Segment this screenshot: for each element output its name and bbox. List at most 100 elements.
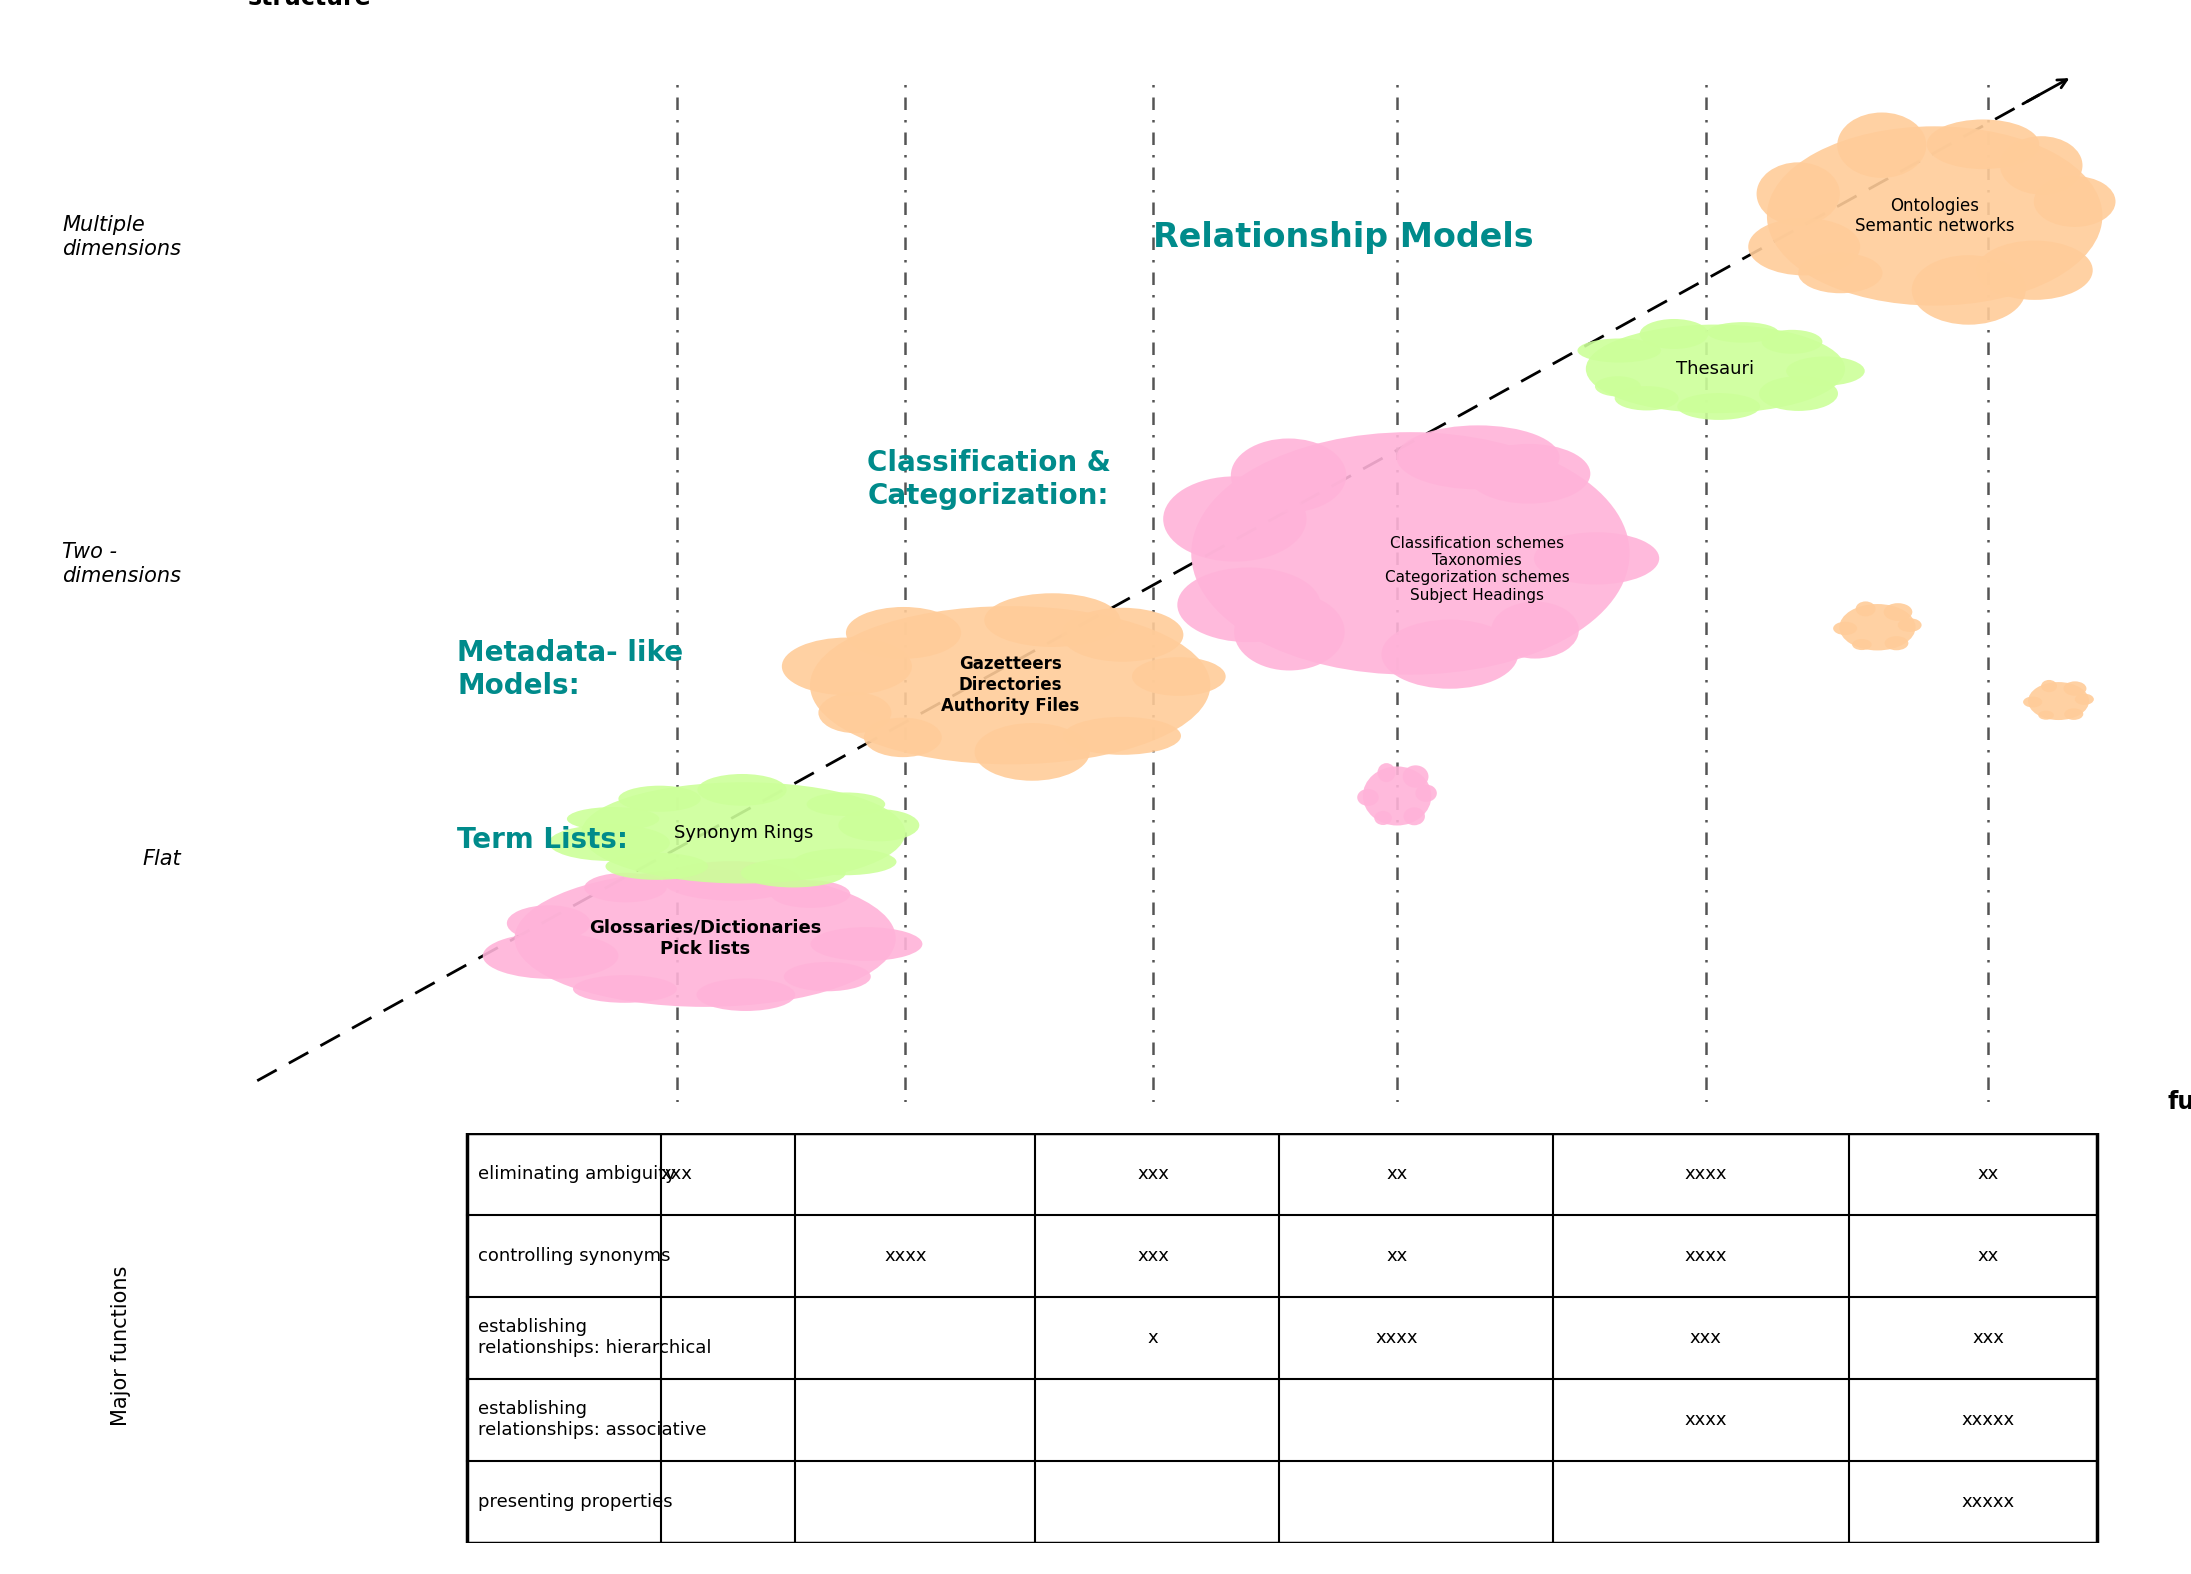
Text: Synonym Rings: Synonym Rings: [673, 823, 813, 842]
Ellipse shape: [581, 782, 905, 883]
Ellipse shape: [1231, 439, 1345, 513]
Ellipse shape: [1404, 807, 1424, 825]
Ellipse shape: [1356, 789, 1378, 806]
Ellipse shape: [2064, 682, 2086, 696]
Ellipse shape: [548, 825, 670, 861]
Ellipse shape: [1383, 620, 1518, 689]
Text: Two -
dimensions: Two - dimensions: [61, 543, 182, 586]
Ellipse shape: [1578, 338, 1661, 362]
Ellipse shape: [574, 976, 677, 1003]
Ellipse shape: [1595, 376, 1641, 397]
Text: xxxx: xxxx: [885, 1247, 927, 1265]
Ellipse shape: [1762, 331, 1823, 354]
Ellipse shape: [975, 722, 1089, 781]
Bar: [467, 1133, 2097, 1543]
Ellipse shape: [1786, 356, 1865, 386]
Ellipse shape: [1840, 604, 1915, 650]
Ellipse shape: [1192, 433, 1630, 675]
Ellipse shape: [1492, 601, 1580, 658]
Ellipse shape: [1639, 320, 1709, 349]
Ellipse shape: [1897, 619, 1922, 631]
Ellipse shape: [984, 593, 1120, 647]
Text: x: x: [1148, 1328, 1159, 1347]
Ellipse shape: [2033, 176, 2117, 227]
Text: Gazetteers
Directories
Authority Files: Gazetteers Directories Authority Files: [942, 655, 1080, 715]
Ellipse shape: [863, 718, 942, 757]
Ellipse shape: [771, 880, 850, 908]
Ellipse shape: [1748, 219, 1860, 275]
Text: establishing
relationships: hierarchical: establishing relationships: hierarchical: [478, 1319, 712, 1357]
Text: xxxx: xxxx: [1376, 1328, 1418, 1347]
Ellipse shape: [1851, 639, 1871, 650]
Text: Ontologies
Semantic networks: Ontologies Semantic networks: [1856, 197, 2014, 236]
Ellipse shape: [1976, 241, 2092, 301]
Ellipse shape: [697, 979, 795, 1011]
Ellipse shape: [1838, 112, 1926, 178]
Text: Metadata- like
Models:: Metadata- like Models:: [458, 639, 684, 699]
Ellipse shape: [506, 905, 592, 941]
Ellipse shape: [819, 693, 892, 733]
Ellipse shape: [697, 774, 787, 806]
Text: establishing
relationships: associative: establishing relationships: associative: [478, 1401, 708, 1439]
Ellipse shape: [1856, 601, 1875, 617]
Ellipse shape: [811, 606, 1209, 765]
Text: xxx: xxx: [1689, 1328, 1722, 1347]
Text: controlling synonyms: controlling synonyms: [478, 1247, 670, 1265]
Text: Term Lists:: Term Lists:: [458, 826, 629, 855]
Ellipse shape: [2075, 694, 2095, 705]
Ellipse shape: [1757, 162, 1840, 225]
Ellipse shape: [2038, 711, 2053, 719]
Ellipse shape: [846, 608, 962, 660]
Ellipse shape: [2000, 137, 2081, 195]
Text: function: function: [2167, 1089, 2191, 1114]
Ellipse shape: [1177, 568, 1321, 642]
Ellipse shape: [618, 785, 701, 812]
Ellipse shape: [1586, 324, 1845, 412]
Ellipse shape: [1834, 622, 1858, 634]
Ellipse shape: [1884, 636, 1908, 650]
Text: xxxx: xxxx: [1685, 1410, 1727, 1429]
Ellipse shape: [515, 870, 896, 1007]
Ellipse shape: [1926, 120, 2040, 168]
Text: eliminating ambiguity: eliminating ambiguity: [478, 1165, 677, 1184]
Ellipse shape: [1678, 394, 1759, 420]
Ellipse shape: [1063, 716, 1181, 756]
Ellipse shape: [2029, 682, 2088, 719]
Ellipse shape: [1707, 323, 1779, 343]
Text: xx: xx: [1387, 1165, 1409, 1184]
Ellipse shape: [1766, 126, 2103, 305]
Text: Multiple
dimensions: Multiple dimensions: [61, 216, 182, 258]
Ellipse shape: [1913, 255, 2027, 324]
Ellipse shape: [806, 792, 885, 815]
Ellipse shape: [1374, 811, 1391, 825]
Text: xx: xx: [1978, 1247, 1998, 1265]
Text: Major functions: Major functions: [110, 1265, 131, 1426]
Ellipse shape: [1363, 767, 1431, 825]
Text: Flat: Flat: [142, 850, 182, 869]
Text: xxxx: xxxx: [1685, 1165, 1727, 1184]
Text: xxx: xxx: [1972, 1328, 2005, 1347]
Ellipse shape: [1133, 658, 1225, 696]
Ellipse shape: [1402, 765, 1429, 787]
Ellipse shape: [662, 861, 800, 900]
Ellipse shape: [1063, 608, 1183, 661]
Text: xx: xx: [1978, 1165, 1998, 1184]
Text: Glossaries/Dictionaries
Pick lists: Glossaries/Dictionaries Pick lists: [589, 919, 822, 957]
Ellipse shape: [2022, 697, 2042, 707]
Ellipse shape: [793, 848, 896, 875]
Ellipse shape: [2064, 708, 2084, 719]
Ellipse shape: [1884, 603, 1913, 620]
Ellipse shape: [811, 927, 922, 960]
Ellipse shape: [1759, 376, 1838, 411]
Text: xxxxx: xxxxx: [1961, 1492, 2014, 1511]
Ellipse shape: [741, 858, 846, 888]
Ellipse shape: [1163, 477, 1306, 562]
Text: xxx: xxx: [662, 1165, 692, 1184]
Ellipse shape: [1615, 386, 1678, 411]
Ellipse shape: [2042, 680, 2057, 693]
Text: Thesauri: Thesauri: [1676, 360, 1755, 378]
Text: xxxx: xxxx: [1685, 1247, 1727, 1265]
Ellipse shape: [1534, 532, 1659, 584]
Ellipse shape: [567, 807, 659, 831]
Ellipse shape: [1378, 763, 1396, 782]
